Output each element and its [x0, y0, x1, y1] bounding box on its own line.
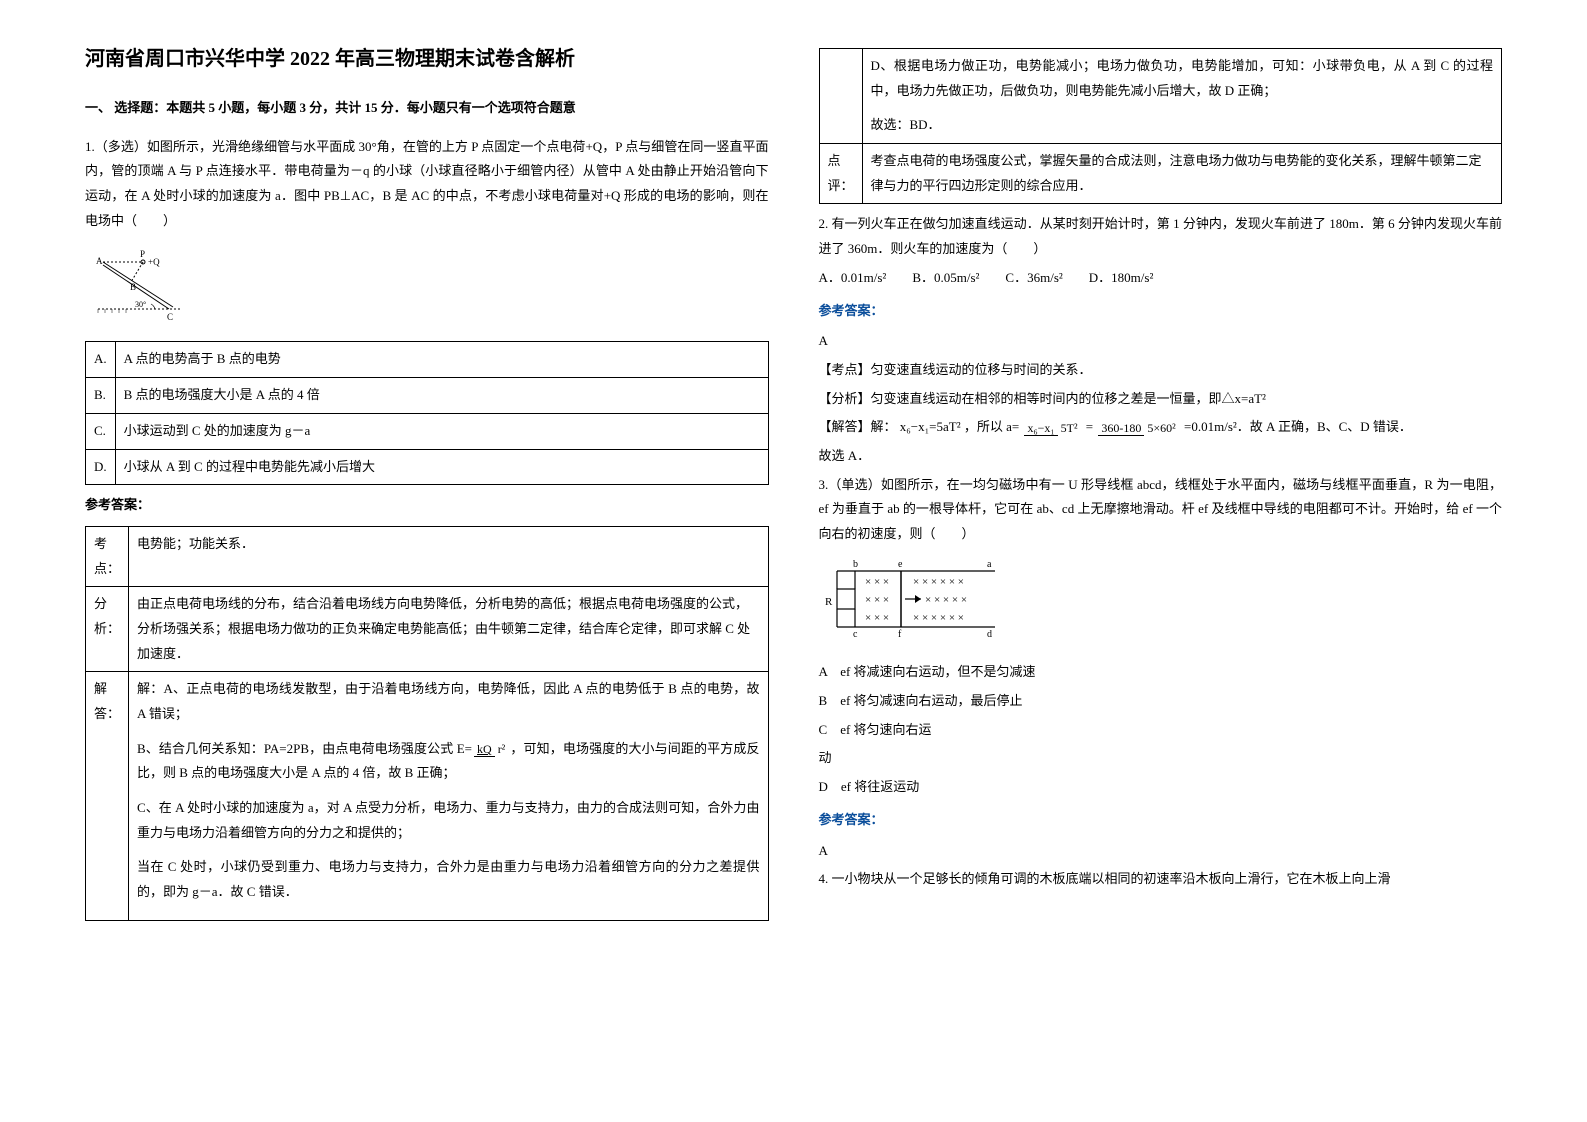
empty-cell	[819, 49, 862, 144]
opt-val: B 点的电场强度大小是 A 点的 4 倍	[115, 378, 768, 414]
solve-post: =0.01m/s²．故 A 正确，B、C、D 错误．	[1184, 419, 1412, 434]
left-column: 河南省周口市兴华中学 2022 年高三物理期末试卷含解析 一、 选择题：本题共 …	[60, 40, 794, 1082]
diagram-label-B: B	[130, 282, 136, 292]
answer-heading: 参考答案：	[819, 299, 1503, 324]
label-f: f	[898, 629, 902, 640]
opt-key: B.	[86, 378, 116, 414]
sol-line: 故选：BD．	[871, 113, 1494, 138]
opt-val: A 点的电势高于 B 点的电势	[115, 342, 768, 378]
solve-mid: ，所以 a=	[964, 419, 1019, 434]
q1-stem: 1.（多选）如图所示，光滑绝缘细管与水平面成 30°角，在管的上方 P 点固定一…	[85, 135, 769, 234]
svg-text:× × × × ×: × × × × ×	[925, 594, 967, 606]
label-c: c	[853, 629, 858, 640]
table-row: D.小球从 A 到 C 的过程中电势能先减小后增大	[86, 449, 769, 485]
sol-key: 考点：	[86, 526, 129, 586]
sol-key: 分析：	[86, 587, 129, 672]
opt-val: 小球运动到 C 处的加速度为 g－a	[115, 413, 768, 449]
q3-diagram: b e a c f d R × × × × × × × × × × × × × × …	[825, 557, 1503, 651]
frac-den: 5T²	[1058, 421, 1081, 435]
label-a: a	[987, 559, 992, 570]
opt-val: 小球从 A 到 C 的过程中电势能先减小后增大	[115, 449, 768, 485]
svg-text:× × ×: × × ×	[865, 594, 889, 606]
opt-key: A	[819, 664, 828, 679]
frac-num: 360-180	[1098, 421, 1144, 436]
sol-key: 解答：	[86, 672, 129, 921]
table-row: D、根据电场力做正功，电势能减小；电场力做负功，电势能增加，可知：小球带负电，从…	[819, 49, 1502, 144]
right-column: D、根据电场力做正功，电势能减小；电场力做负功，电势能增加，可知：小球带负电，从…	[794, 40, 1528, 1082]
svg-text:× × × × × ×: × × × × × ×	[913, 612, 964, 624]
solve-eq: x₆−x₁=5aT²	[900, 419, 961, 434]
q2-stem: 2. 有一列火车正在做匀加速直线运动．从某时刻开始计时，第 1 分钟内，发现火车…	[819, 212, 1503, 261]
q2-analysis: 【分析】匀变速直线运动在相邻的相等时间内的位移之差是一恒量，即△x=aT²	[819, 387, 1503, 412]
frac-num: x₆−x₁	[1024, 421, 1057, 436]
diagram-label-+Q: +Q	[148, 257, 160, 267]
q3-opt: C ef 将匀速向右运	[819, 718, 1503, 743]
sol-val: 电势能；功能关系．	[129, 526, 769, 586]
q3-opt: D ef 将往返运动	[819, 775, 1503, 800]
sol-key: 点评：	[819, 144, 862, 204]
sol-val: 由正点电荷电场线的分布，结合沿着电场线方向电势降低，分析电势的高低；根据点电荷电…	[129, 587, 769, 672]
q2-choices: A．0.01m/s² B．0.05m/s² C．36m/s² D．180m/s²	[819, 266, 1503, 291]
opt-key: B	[819, 693, 828, 708]
diagram-label-C: C	[167, 312, 173, 322]
q3-stem: 3.（单选）如图所示，在一均匀磁场中有一 U 形导线框 abcd，线框处于水平面…	[819, 473, 1503, 547]
table-row: 点评：考查点电荷的电场强度公式，掌握矢量的合成法则，注意电场力做功与电势能的变化…	[819, 144, 1502, 204]
opt-key: D	[819, 779, 828, 794]
opt-val: ef 将匀速向右运	[840, 722, 931, 737]
svg-text:× × ×: × × ×	[865, 576, 889, 588]
label-R: R	[825, 596, 833, 608]
doc-title: 河南省周口市兴华中学 2022 年高三物理期末试卷含解析	[85, 40, 769, 78]
table-row: 分析：由正点电荷电场线的分布，结合沿着电场线方向电势降低，分析电势的高低；根据点…	[86, 587, 769, 672]
q1-solution-table: 考点：电势能；功能关系． 分析：由正点电荷电场线的分布，结合沿着电场线方向电势降…	[85, 526, 769, 921]
answer-heading: 参考答案：	[819, 808, 1503, 833]
q1-diagram: P +Q A B C 30°	[93, 247, 183, 327]
opt-key: A.	[86, 342, 116, 378]
sol-cont: D、根据电场力做正功，电势能减小；电场力做负功，电势能增加，可知：小球带负电，从…	[862, 49, 1502, 144]
sol-val: 考查点电荷的电场强度公式，掌握矢量的合成法则，注意电场力做功与电势能的变化关系，…	[862, 144, 1502, 204]
diagram-label-P: P	[140, 249, 145, 259]
section-heading: 一、 选择题：本题共 5 小题，每小题 3 分，共计 15 分．每小题只有一个选…	[85, 96, 769, 121]
opt-key: D.	[86, 449, 116, 485]
q1-solution-cont-table: D、根据电场力做正功，电势能减小；电场力做负功，电势能增加，可知：小球带负电，从…	[819, 48, 1503, 204]
fraction: x₆−x₁5T²	[1024, 422, 1080, 435]
q3-opt: A ef 将减速向右运动，但不是匀减速	[819, 660, 1503, 685]
opt-key: C.	[86, 413, 116, 449]
opt-key: C	[819, 722, 828, 737]
q4-stem: 4. 一小物块从一个足够长的倾角可调的木板底端以相同的初速率沿木板向上滑行，它在…	[819, 867, 1503, 892]
table-row: B.B 点的电场强度大小是 A 点的 4 倍	[86, 378, 769, 414]
label-e: e	[898, 559, 903, 570]
opt-val: ef 将往返运动	[841, 779, 919, 794]
q2-answer: A	[819, 329, 1503, 354]
label-d: d	[987, 629, 992, 640]
q3-answer: A	[819, 839, 1503, 864]
svg-text:× × × × × ×: × × × × × ×	[913, 576, 964, 588]
answer-heading: 参考答案：	[85, 493, 769, 518]
fraction: 360-1805×60²	[1098, 422, 1178, 435]
q2-solve: 【解答】解： x₆−x₁=5aT² ，所以 a= x₆−x₁5T² = 360-…	[819, 415, 1503, 440]
frac-den: 5×60²	[1144, 421, 1178, 435]
q1-options-table: A.A 点的电势高于 B 点的电势 B.B 点的电场强度大小是 A 点的 4 倍…	[85, 341, 769, 485]
diagram-angle: 30°	[135, 300, 146, 309]
table-row: 考点：电势能；功能关系．	[86, 526, 769, 586]
solve-pre: 【解答】解：	[819, 419, 897, 434]
opt-val: ef 将减速向右运动，但不是匀减速	[840, 664, 1035, 679]
svg-text:× × ×: × × ×	[865, 612, 889, 624]
q2-point: 【考点】匀变速直线运动的位移与时间的关系．	[819, 358, 1503, 383]
table-row: A.A 点的电势高于 B 点的电势	[86, 342, 769, 378]
opt-val: ef 将匀减速向右运动，最后停止	[840, 693, 1022, 708]
q3-opt: B ef 将匀减速向右运动，最后停止	[819, 689, 1503, 714]
sol-cell-solve: 解：A、正点电荷的电场线发散型，由于沿着电场线方向，电势降低，因此 A 点的电势…	[129, 672, 769, 921]
q2-tail: 故选 A．	[819, 444, 1503, 469]
table-row: C.小球运动到 C 处的加速度为 g－a	[86, 413, 769, 449]
q3-opt-cont: 动	[819, 746, 1503, 771]
sol-line: D、根据电场力做正功，电势能减小；电场力做负功，电势能增加，可知：小球带负电，从…	[871, 54, 1494, 103]
label-b: b	[853, 559, 858, 570]
table-row: 解答：解：A、正点电荷的电场线发散型，由于沿着电场线方向，电势降低，因此 A 点…	[86, 672, 769, 921]
diagram-label-A: A	[96, 256, 103, 266]
